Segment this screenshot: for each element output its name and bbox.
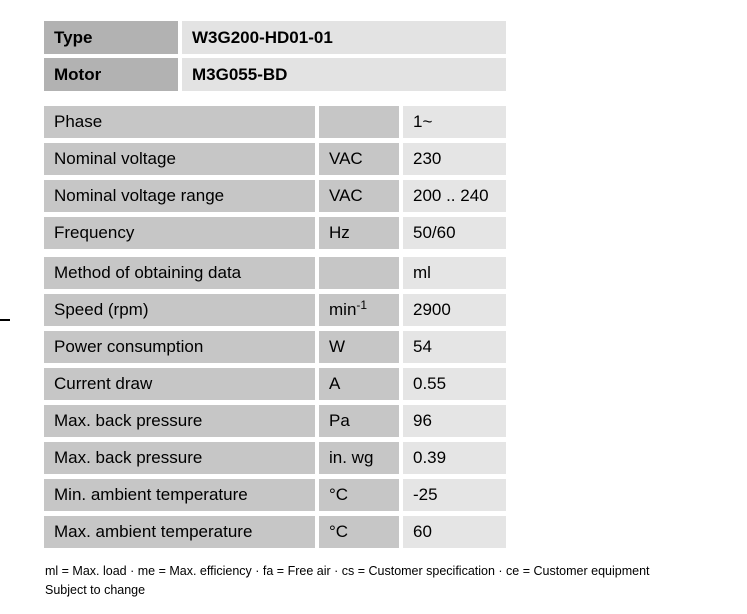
spec-label: Current draw [44, 368, 315, 400]
footer: ml = Max. load · me = Max. efficiency · … [45, 562, 735, 600]
spec-row-method-of-obtaining-data: Method of obtaining data ml [44, 257, 506, 289]
spec-unit: °C [319, 479, 399, 511]
spec-label: Max. back pressure [44, 442, 315, 474]
spec-unit [319, 257, 399, 289]
motor-value: M3G055-BD [182, 58, 506, 91]
spec-label: Power consumption [44, 331, 315, 363]
spec-label: Nominal voltage [44, 143, 315, 175]
spec-row-current-draw: Current draw A 0.55 [44, 368, 506, 400]
spec-row-max-back-pressure-pa: Max. back pressure Pa 96 [44, 405, 506, 437]
type-motor-table: Type W3G200-HD01-01 Motor M3G055-BD [44, 21, 506, 91]
spec-row-max-back-pressure-inwg: Max. back pressure in. wg 0.39 [44, 442, 506, 474]
spec-section-electrical: Phase 1~ Nominal voltage VAC 230 Nominal… [44, 106, 506, 249]
spec-value: 0.39 [403, 442, 506, 474]
spec-value: 200 .. 240 [403, 180, 506, 212]
spec-value: 60 [403, 516, 506, 548]
spec-unit: Hz [319, 217, 399, 249]
spec-value: 50/60 [403, 217, 506, 249]
spec-unit: in. wg [319, 442, 399, 474]
spec-label: Phase [44, 106, 315, 138]
unit-base: min [329, 300, 357, 319]
spec-unit: A [319, 368, 399, 400]
subject-to-change-note: Subject to change [45, 583, 146, 597]
spec-label: Nominal voltage range [44, 180, 315, 212]
spec-unit: min -1 [319, 294, 399, 326]
spec-row-min-ambient-temperature: Min. ambient temperature °C -25 [44, 479, 506, 511]
spec-unit: VAC [319, 143, 399, 175]
spec-row-nominal-voltage: Nominal voltage VAC 230 [44, 143, 506, 175]
spec-unit: VAC [319, 180, 399, 212]
spec-label: Max. ambient temperature [44, 516, 315, 548]
spec-row-speed: Speed (rpm) min -1 2900 [44, 294, 506, 326]
spec-row-max-ambient-temperature: Max. ambient temperature °C 60 [44, 516, 506, 548]
spec-value: 54 [403, 331, 506, 363]
spec-value: 96 [403, 405, 506, 437]
spec-row-nominal-voltage-range: Nominal voltage range VAC 200 .. 240 [44, 180, 506, 212]
spec-value: 230 [403, 143, 506, 175]
spec-value: 1~ [403, 106, 506, 138]
spec-unit: W [319, 331, 399, 363]
spec-value: 0.55 [403, 368, 506, 400]
spec-label: Max. back pressure [44, 405, 315, 437]
type-row: Type W3G200-HD01-01 [44, 21, 506, 54]
type-label: Type [44, 21, 178, 54]
motor-row: Motor M3G055-BD [44, 58, 506, 91]
spec-value: -25 [403, 479, 506, 511]
spec-unit [319, 106, 399, 138]
spec-label: Method of obtaining data [44, 257, 315, 289]
motor-label: Motor [44, 58, 178, 91]
spec-unit: Pa [319, 405, 399, 437]
spec-section-performance: Method of obtaining data ml Speed (rpm) … [44, 257, 506, 548]
spec-row-frequency: Frequency Hz 50/60 [44, 217, 506, 249]
spec-value: 2900 [403, 294, 506, 326]
spec-content: Type W3G200-HD01-01 Motor M3G055-BD Phas… [44, 21, 506, 553]
spec-label: Frequency [44, 217, 315, 249]
spec-label: Speed (rpm) [44, 294, 315, 326]
spec-label: Min. ambient temperature [44, 479, 315, 511]
spec-unit: °C [319, 516, 399, 548]
spec-row-phase: Phase 1~ [44, 106, 506, 138]
legend-text: ml = Max. load · me = Max. efficiency · … [45, 564, 650, 578]
spec-value: ml [403, 257, 506, 289]
type-value: W3G200-HD01-01 [182, 21, 506, 54]
spec-row-power-consumption: Power consumption W 54 [44, 331, 506, 363]
page-fold-marker [0, 319, 10, 321]
